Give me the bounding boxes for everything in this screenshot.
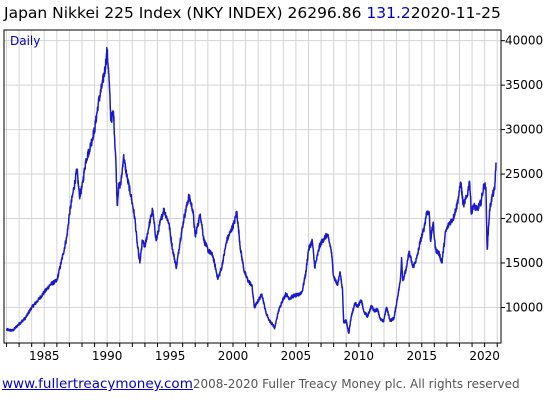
x-tick-label: 2020 (469, 349, 500, 363)
x-tick-label: 2010 (344, 349, 375, 363)
y-tick-label: 40000 (505, 34, 543, 48)
y-tick-label: 15000 (505, 256, 543, 270)
x-tick-label: 2005 (281, 349, 312, 363)
last-price: 26296.86 (287, 4, 362, 22)
y-tick-label: 30000 (505, 123, 543, 137)
x-tick-label: 1990 (92, 349, 123, 363)
title-text: Japan Nikkei 225 Index (NKY INDEX) (4, 4, 283, 22)
quote-date: 2020-11-25 (410, 4, 501, 22)
footer: www.fullertreacymoney.com2008-2020 Fulle… (2, 376, 520, 392)
frequency-label: Daily (10, 34, 40, 48)
price-change: 131.2 (366, 4, 411, 22)
x-tick-label: 2015 (406, 349, 437, 363)
y-tick-label: 20000 (505, 212, 543, 226)
price-line (5, 46, 497, 334)
x-tick-label: 1995 (155, 349, 186, 363)
y-tick-label: 10000 (505, 300, 543, 314)
website-link[interactable]: www.fullertreacymoney.com (2, 376, 193, 392)
y-tick-label: 35000 (505, 78, 543, 92)
chart-title: Japan Nikkei 225 Index (NKY INDEX) 26296… (4, 4, 501, 22)
copyright-notice: 2008-2020 Fuller Treacy Money plc. All r… (192, 377, 520, 391)
x-tick-label: 1985 (29, 349, 60, 363)
x-tick-label: 2000 (218, 349, 249, 363)
plot-frame (3, 29, 502, 344)
y-tick-label: 25000 (505, 167, 543, 181)
